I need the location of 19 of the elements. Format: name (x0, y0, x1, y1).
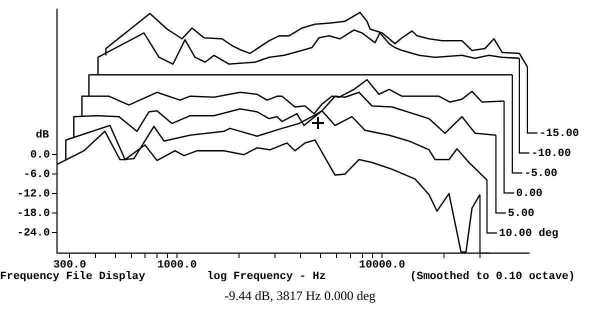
text: -15.00 (539, 128, 580, 140)
y-axis-title: dB (36, 129, 50, 142)
y-tick-label: -6.0 (24, 168, 50, 181)
x-tick-label: 300.0 (53, 259, 86, 272)
text: (Smoothed to 0.10 octave) (410, 271, 576, 283)
text: 5.00 (508, 208, 534, 220)
text: 10.00 deg (498, 228, 558, 240)
text: -10.00 (531, 148, 571, 160)
x-tick-label: 10000.0 (359, 259, 406, 272)
y-tick-label: 0.0 (30, 149, 50, 162)
text: 0.00 (516, 188, 543, 200)
text: -5.00 (524, 168, 558, 180)
x-axis-title: log Frequency - Hz (207, 271, 326, 283)
x-tick-label: 1000.0 (157, 259, 197, 272)
text: Frequency File Display (0, 271, 146, 283)
y-tick-label: -18.0 (16, 208, 50, 220)
y-tick-label: -12.0 (16, 188, 50, 200)
text: -9.44 dB, 3817 Hz 0.000 deg (224, 288, 376, 304)
y-tick-label: -24.0 (16, 227, 50, 240)
